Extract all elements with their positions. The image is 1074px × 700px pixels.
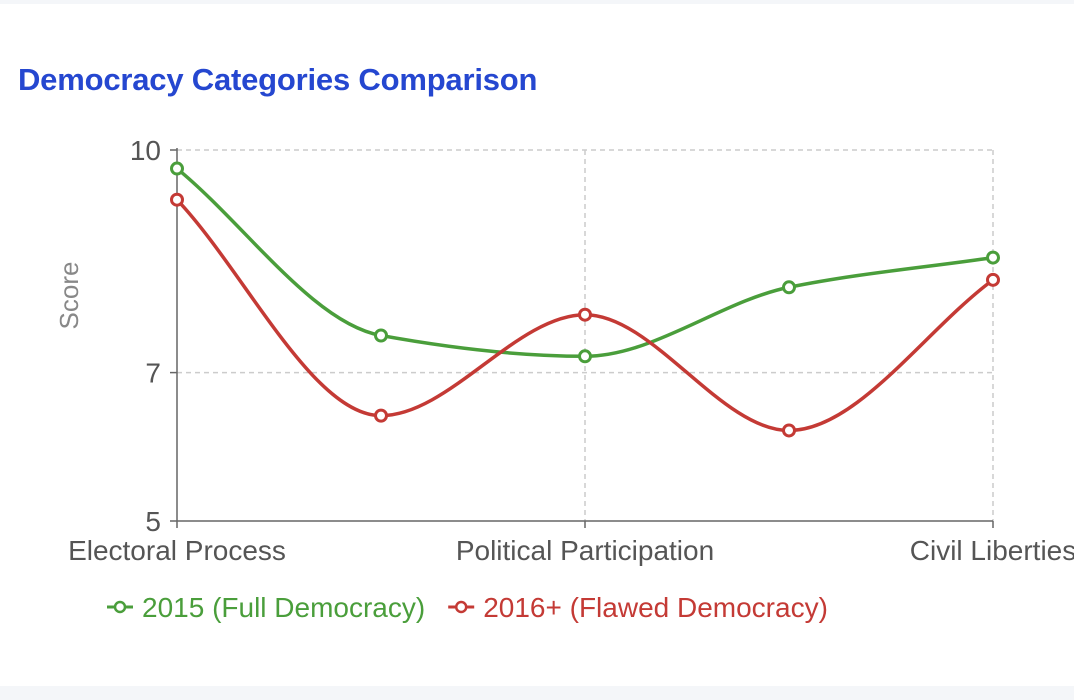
series-2015-point bbox=[986, 250, 1000, 265]
series-2016-point bbox=[578, 307, 592, 322]
series-2016-point bbox=[782, 423, 796, 438]
series-2015-point bbox=[578, 349, 592, 364]
legend[interactable]: 2015 (Full Democracy) 2016+ (Flawed Democ… bbox=[107, 592, 828, 623]
legend-label: 2016+ (Flawed Democracy) bbox=[483, 592, 828, 623]
y-tick-label: 5 bbox=[145, 506, 161, 537]
series-2015-point bbox=[782, 280, 796, 295]
x-tick-label: Electoral Process bbox=[68, 535, 286, 566]
x-tick-label: Civil Liberties bbox=[910, 535, 1074, 566]
series-2016-point bbox=[986, 272, 1000, 287]
series-lines bbox=[170, 161, 1000, 438]
legend-label: 2015 (Full Democracy) bbox=[142, 592, 425, 623]
series-2016-point bbox=[170, 192, 184, 207]
legend-marker-icon bbox=[113, 600, 127, 614]
legend-item-2016[interactable]: 2016+ (Flawed Democracy) bbox=[448, 592, 828, 623]
legend-item-2015[interactable]: 2015 (Full Democracy) bbox=[107, 592, 425, 623]
x-tick-label: Political Participation bbox=[456, 535, 714, 566]
legend-marker-icon bbox=[454, 600, 468, 614]
y-tick-label: 10 bbox=[130, 135, 161, 166]
y-tick-label: 7 bbox=[145, 358, 161, 389]
y-axis-title: Score bbox=[54, 262, 84, 330]
chart-card bbox=[0, 4, 1074, 686]
series-2015-point bbox=[374, 328, 388, 343]
series-2015-point bbox=[170, 161, 184, 176]
series-2016-point bbox=[374, 408, 388, 423]
axes: 5 7 10 Electoral Process Political Participa… bbox=[54, 135, 1074, 566]
grid-lines bbox=[177, 149, 994, 521]
chart-title: Democracy Categories Comparison bbox=[18, 62, 538, 97]
